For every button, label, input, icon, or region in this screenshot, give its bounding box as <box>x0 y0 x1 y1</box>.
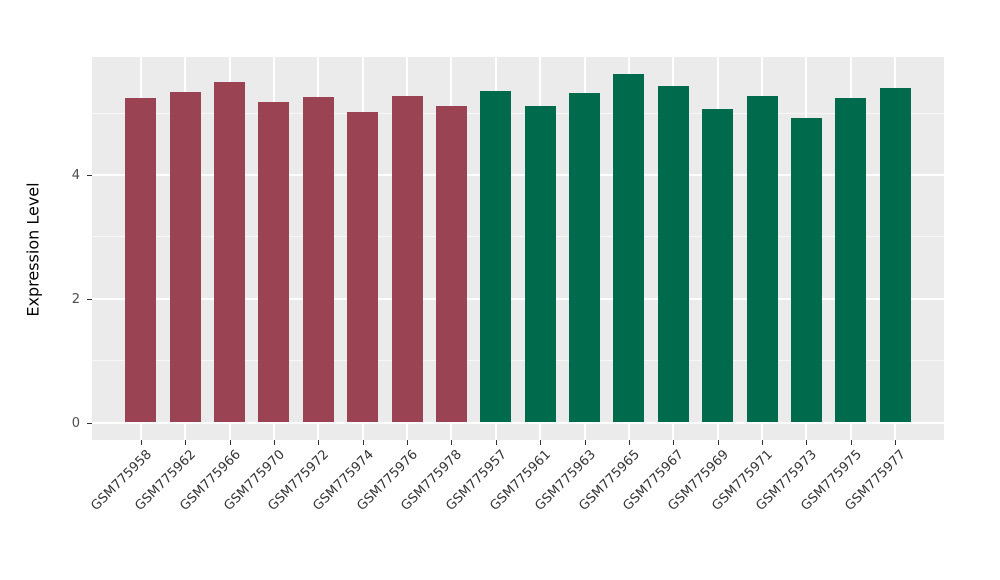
x-tick-mark <box>318 440 320 445</box>
x-tick-mark <box>584 440 586 445</box>
bar-GSM775967 <box>657 85 689 423</box>
bar-GSM775970 <box>258 101 290 423</box>
bar-GSM775963 <box>569 92 601 423</box>
y-tick-mark <box>87 174 92 176</box>
y-tick-label: 2 <box>71 291 80 307</box>
x-tick-mark <box>140 440 142 445</box>
x-tick-mark <box>673 440 675 445</box>
bar-GSM775961 <box>524 105 556 423</box>
x-tick-mark <box>407 440 409 445</box>
bar-GSM775978 <box>435 106 467 423</box>
plot-panel <box>92 57 944 440</box>
x-tick-mark <box>229 440 231 445</box>
x-tick-mark <box>850 440 852 445</box>
x-tick-mark <box>362 440 364 445</box>
x-tick-mark <box>806 440 808 445</box>
x-tick-mark <box>451 440 453 445</box>
bar-GSM775976 <box>391 96 423 423</box>
minor-gridline <box>92 112 944 114</box>
major-gridline <box>92 421 944 424</box>
bar-GSM775977 <box>879 87 911 423</box>
x-tick-mark <box>628 440 630 445</box>
x-tick-mark <box>717 440 719 445</box>
bar-GSM775966 <box>214 82 246 423</box>
y-tick-label: 4 <box>71 167 80 183</box>
x-tick-mark <box>495 440 497 445</box>
bar-GSM775971 <box>746 95 778 423</box>
major-gridline <box>92 297 944 300</box>
bar-GSM775972 <box>302 96 334 423</box>
bar-GSM775962 <box>169 91 201 423</box>
x-tick-mark <box>762 440 764 445</box>
major-gridline <box>92 173 944 176</box>
bar-GSM775957 <box>480 90 512 423</box>
bar-GSM775969 <box>702 109 734 423</box>
y-tick-mark <box>87 422 92 424</box>
y-tick-mark <box>87 298 92 300</box>
bar-GSM775973 <box>790 117 822 423</box>
y-axis-title: Expression Level <box>23 182 43 317</box>
x-tick-mark <box>273 440 275 445</box>
bar-GSM775965 <box>613 74 645 423</box>
bar-GSM775975 <box>835 98 867 423</box>
minor-gridline <box>92 236 944 238</box>
x-tick-mark <box>540 440 542 445</box>
x-tick-mark <box>895 440 897 445</box>
y-tick-label: 0 <box>71 415 80 431</box>
bar-GSM775974 <box>347 112 379 423</box>
minor-gridline <box>92 360 944 362</box>
x-tick-mark <box>185 440 187 445</box>
bar-GSM775958 <box>125 98 157 423</box>
